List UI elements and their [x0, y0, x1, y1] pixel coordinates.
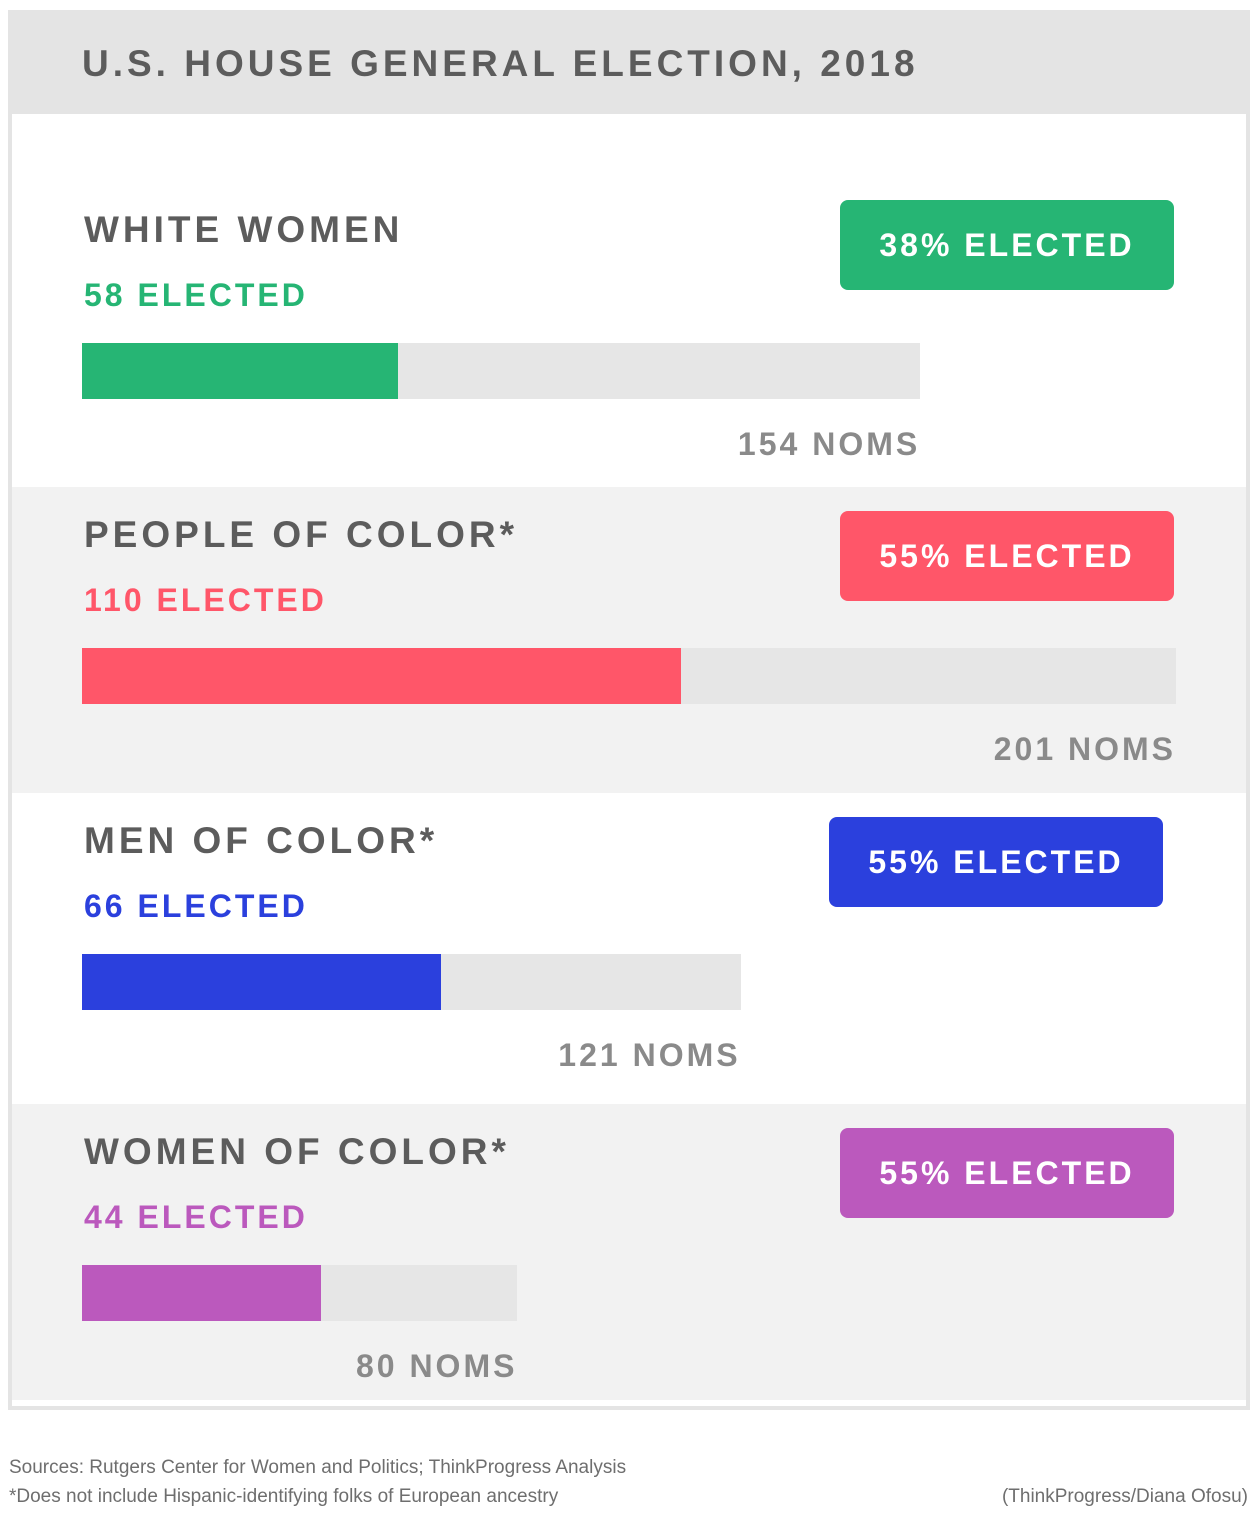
- percent-elected-badge: 55% ELECTED: [840, 511, 1174, 601]
- group-label: MEN OF COLOR*: [84, 820, 439, 861]
- nominees-bar: [82, 1265, 518, 1321]
- footer-note: *Does not include Hispanic-identifying f…: [9, 1486, 559, 1507]
- elected-bar: [82, 648, 681, 704]
- nominees-count-label: 201 NOMS: [993, 731, 1176, 767]
- percent-elected-badge: 55% ELECTED: [829, 817, 1163, 907]
- nominees-count-label: 154 NOMS: [737, 426, 921, 462]
- nominees-count-label: 121 NOMS: [558, 1037, 741, 1073]
- percent-elected-badge: 55% ELECTED: [840, 1128, 1174, 1218]
- elected-bar: [82, 1265, 322, 1321]
- chart-title: U.S. HOUSE GENERAL ELECTION, 2018: [82, 43, 919, 84]
- section-men-of-color: MEN OF COLOR* 66 ELECTED 121 NOMS 55% ELECT…: [12, 793, 1246, 1104]
- elected-bar: [82, 343, 398, 399]
- elected-count-label: 58 ELECTED: [84, 277, 308, 313]
- group-label: WOMEN OF COLOR*: [84, 1131, 510, 1172]
- nominees-bar: [82, 648, 1176, 704]
- footer-sources: Sources: Rutgers Center for Women and Po…: [9, 1457, 627, 1478]
- nominees-bar: [82, 343, 921, 399]
- elected-count-label: 110 ELECTED: [84, 582, 327, 618]
- elected-count-label: 44 ELECTED: [84, 1199, 308, 1235]
- section-women-of-color: WOMEN OF COLOR* 44 ELECTED 80 NOMS 55% ELEC…: [12, 1104, 1246, 1400]
- footer-credit: (ThinkProgress/Diana Ofosu): [1001, 1486, 1248, 1507]
- group-label: WHITE WOMEN: [84, 209, 404, 250]
- elected-bar: [82, 954, 442, 1010]
- nominees-bar: [82, 954, 741, 1010]
- section-white-women: WHITE WOMEN 58 ELECTED 154 NOMS 38% ELECTED: [12, 114, 1246, 487]
- group-label: PEOPLE OF COLOR*: [84, 514, 519, 555]
- percent-elected-badge: 38% ELECTED: [840, 200, 1174, 290]
- elected-count-label: 66 ELECTED: [84, 888, 308, 924]
- chart-header: U.S. HOUSE GENERAL ELECTION, 2018: [8, 10, 1250, 114]
- nominees-count-label: 80 NOMS: [355, 1348, 518, 1384]
- section-people-of-color: PEOPLE OF COLOR* 110 ELECTED 201 NOMS 55% E…: [12, 487, 1246, 793]
